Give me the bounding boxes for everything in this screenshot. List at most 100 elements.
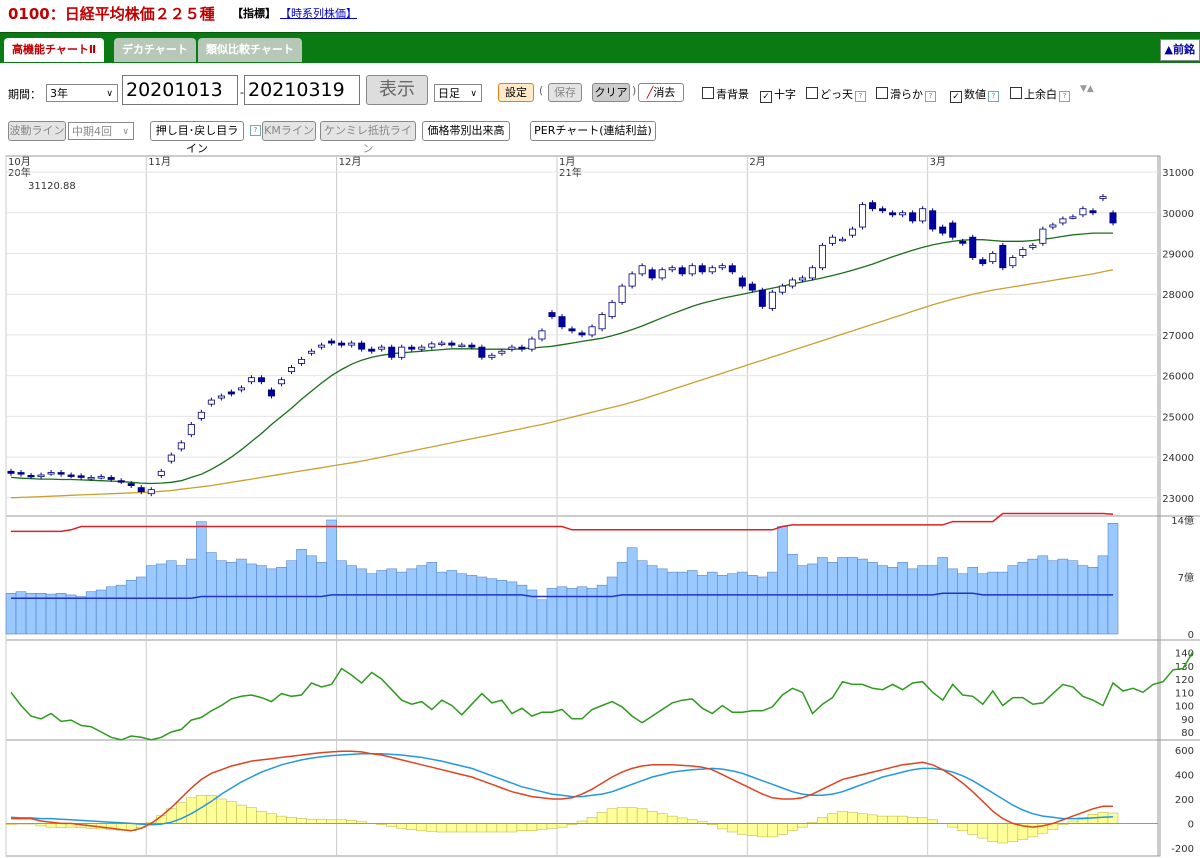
controls-row-1: 期間： 3年 ∨ 20201013 - 20210319 表示 日足 ∨ 設定 … — [0, 72, 1200, 108]
clear-button[interactable]: クリア — [592, 83, 630, 102]
erase-button[interactable]: ╱消去 — [638, 83, 684, 102]
macd-histogram-bar — [717, 823, 728, 830]
checkbox-top-margin[interactable]: 上余白? — [1010, 86, 1070, 102]
prev-stock-button[interactable]: ▲前銘 — [1159, 39, 1200, 61]
macd-histogram-bar — [526, 823, 538, 832]
candle-body — [688, 265, 696, 275]
macd-histogram-bar — [186, 797, 197, 824]
volume-bar — [927, 565, 938, 635]
show-button[interactable]: 表示 — [366, 75, 428, 105]
macd-histogram-bar — [546, 823, 558, 829]
candle-body — [177, 442, 185, 450]
volume-bar — [356, 568, 367, 635]
help-icon[interactable]: ? — [925, 91, 936, 102]
macd-line — [11, 750, 1113, 832]
macd-histogram-bar — [957, 823, 968, 832]
volume-bar — [707, 571, 718, 635]
period-select[interactable]: 3年 ∨ — [46, 84, 118, 102]
help-icon[interactable]: ? — [855, 91, 866, 102]
macd-histogram-bar — [296, 818, 307, 824]
month-label: 1月 — [559, 156, 575, 168]
checkbox-values[interactable]: ✓ 数値? — [950, 86, 999, 103]
volume-bar — [857, 558, 868, 635]
end-date-input[interactable]: 20210319 — [244, 75, 360, 105]
macd-histogram-bar — [286, 817, 297, 824]
candle-body — [438, 342, 446, 345]
volume-bar — [135, 576, 147, 635]
candle-body — [558, 316, 566, 328]
macd-histogram-bar — [917, 817, 928, 824]
volume-by-price-button[interactable]: 価格帯別出来高 — [422, 121, 510, 141]
volume-bar — [226, 562, 237, 635]
macd-tick-label: 400 — [1175, 771, 1194, 782]
help-icon[interactable]: ? — [1059, 91, 1070, 102]
per-chart-button[interactable]: PERチャート(連結利益) — [530, 121, 656, 141]
midterm-select[interactable]: 中期4回 ∨ — [68, 122, 134, 140]
macd-histogram-bar — [887, 815, 898, 824]
macd-histogram-bar — [426, 823, 438, 832]
candle-body — [368, 348, 376, 352]
tab-deka-chart[interactable]: デカチャート — [114, 38, 196, 62]
candle-body — [17, 472, 25, 475]
volume-bar — [1017, 562, 1029, 635]
price-tick-label: 28000 — [1162, 290, 1194, 301]
checkbox-smooth[interactable]: 滑らか? — [876, 86, 936, 102]
volume-bar — [566, 588, 578, 635]
price-tick-label: 30000 — [1162, 209, 1194, 220]
tab-advanced-chart[interactable]: 高機能チャートⅡ — [4, 38, 105, 62]
candle-body — [1069, 216, 1077, 219]
km-line-button[interactable]: KMライン — [262, 121, 316, 141]
wave-line-button[interactable]: 波動ライン — [8, 121, 66, 141]
chevron-down-icon: ∨ — [470, 89, 477, 99]
resistance-line-button[interactable]: ケンミレ抵抗ライン — [320, 121, 416, 155]
macd-histogram-bar — [727, 823, 738, 833]
checkbox-crosshair[interactable]: ✓ 十字 — [760, 86, 796, 103]
volume-bar — [396, 571, 407, 635]
candle-body — [308, 350, 316, 354]
save-button[interactable]: 保存 — [548, 83, 582, 102]
timeframe-select[interactable]: 日足 ∨ — [434, 84, 482, 102]
month-label: 3月 — [930, 156, 946, 168]
checkbox-icon — [702, 87, 714, 99]
macd-histogram-bar — [266, 813, 277, 824]
volume-bar — [376, 570, 387, 635]
volume-bar — [666, 571, 678, 635]
candle-body — [7, 470, 15, 474]
candle-body — [748, 283, 756, 291]
macd-histogram-bar — [556, 823, 568, 828]
help-icon[interactable]: ? — [250, 125, 261, 136]
volume-bar — [626, 547, 638, 635]
collapse-toggle-icon[interactable]: ▼▲ — [1080, 84, 1094, 94]
volume-bar — [957, 573, 968, 635]
volume-bar — [516, 584, 528, 635]
checkbox-label: 滑らか — [890, 88, 923, 101]
volume-bar — [777, 526, 788, 635]
candle-body — [648, 269, 656, 279]
macd-histogram-bar — [486, 823, 498, 833]
period-label: 期間： — [8, 88, 41, 101]
volume-bar — [486, 578, 498, 635]
macd-histogram-bar — [306, 818, 317, 824]
candle-body — [127, 483, 135, 486]
volume-bar — [1027, 558, 1039, 635]
settings-button[interactable]: 設定 — [498, 83, 534, 102]
chart-frame — [5, 155, 1161, 857]
macd-tick-label: 0 — [1188, 819, 1194, 830]
candle-body — [448, 342, 456, 346]
candle-body — [849, 228, 857, 236]
pullback-line-button[interactable]: 押し目･戻し目ライン — [150, 121, 244, 155]
macd-histogram-bar — [476, 823, 488, 833]
start-date-input[interactable]: 20201013 — [122, 75, 238, 105]
macd-histogram-bar — [877, 815, 888, 824]
volume-bar — [737, 571, 748, 635]
checkbox-dotten[interactable]: どっ天? — [806, 86, 866, 102]
timeseries-link[interactable]: 【時系列株価】 — [280, 7, 357, 20]
tab-similar-chart[interactable]: 類似比較チャート — [198, 38, 302, 62]
volume-tick-label: 0 — [1188, 630, 1194, 641]
candle-body — [67, 474, 75, 477]
help-icon[interactable]: ? — [988, 91, 999, 102]
macd-histogram-bar — [666, 815, 678, 824]
checkbox-blue-bg[interactable]: 青背景 — [702, 86, 749, 102]
volume-bar — [266, 568, 277, 635]
